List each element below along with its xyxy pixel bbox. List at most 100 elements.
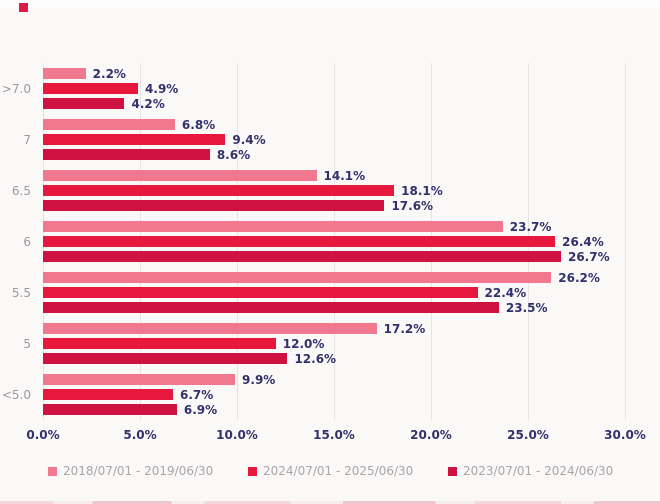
legend-swatch-icon [48, 466, 57, 476]
legend-item[interactable]: 2018/07/01 - 2019/06/30 [48, 464, 213, 478]
bar-group: 5 17.2% 12.0% 12.6% [23, 318, 625, 369]
legend-label: 2018/07/01 - 2019/06/30 [63, 464, 214, 478]
bar-value-label: 9.4% [232, 132, 266, 147]
bar-row: 6.9% [43, 402, 625, 417]
x-tick-label: 25.0% [507, 428, 549, 442]
bar-value-label: 14.1% [323, 168, 366, 183]
bar-row: 12.6% [43, 351, 625, 366]
bar-row: 26.4% [43, 234, 625, 249]
bar-series-3 [43, 404, 177, 415]
bar-value-label: 26.4% [562, 234, 604, 249]
bar-series-2 [43, 185, 395, 196]
bar-series-1 [43, 323, 377, 334]
x-axis: 0.0% 5.0% 10.0% 15.0% 20.0% 25.0% 30.0% [26, 428, 645, 444]
legend-item[interactable]: 2024/07/01 - 2025/06/30 [248, 464, 413, 478]
bar-series-3 [43, 302, 499, 313]
category-label: 6 [23, 234, 31, 249]
category-label: 5 [23, 336, 31, 351]
bar-row: 26.2% [43, 270, 625, 285]
bar-value-label: 4.2% [131, 96, 165, 111]
legend-label: 2024/07/01 - 2025/06/30 [263, 464, 414, 478]
bar-row: 9.4% [43, 132, 625, 147]
bar-series-1 [43, 374, 236, 385]
category-label: >7.0 [1, 81, 31, 96]
bar-row: 17.6% [43, 198, 625, 213]
bar-value-label: 18.1% [401, 183, 443, 198]
cropped-content-strip [0, 501, 660, 504]
bar-series-3 [43, 353, 288, 364]
bar-series-3 [43, 200, 385, 211]
legend-swatch-icon [248, 466, 257, 476]
bar-series-2 [43, 83, 139, 94]
bar-series-1 [43, 221, 503, 232]
bar-chart-plot-area: >7.0 2.2% 4.9% 4.2% 7 6.8% 9.4% 8.6% 6.5 14.1% 18.… [2, 63, 626, 420]
bar-value-label: 9.9% [242, 372, 276, 387]
bar-row: 6.8% [43, 117, 625, 132]
bar-series-3 [43, 149, 210, 160]
bar-row: 4.2% [43, 96, 625, 111]
bar-value-label: 2.2% [92, 66, 126, 81]
bar-value-label: 6.9% [183, 402, 218, 417]
bar-group: 6.5 14.1% 18.1% 17.6% [12, 165, 625, 216]
x-tick-label: 0.0% [26, 428, 60, 442]
brand-logo-square [19, 3, 28, 12]
legend-label: 2023/07/01 - 2024/06/30 [463, 464, 614, 478]
bar-series-2 [43, 338, 276, 349]
bar-value-label: 23.7% [509, 219, 552, 234]
category-label: <5.0 [1, 387, 31, 402]
bar-row: 4.9% [43, 81, 625, 96]
bar-series-3 [43, 98, 125, 109]
bar-value-label: 6.7% [179, 387, 214, 402]
bar-group: 6 23.7% 26.4% 26.7% [23, 216, 625, 267]
bar-value-label: 8.6% [216, 147, 251, 162]
bar-value-label: 17.2% [383, 321, 426, 336]
bar-row: 26.7% [43, 249, 625, 264]
bar-value-label: 6.8% [181, 117, 216, 132]
bar-value-label: 17.6% [391, 198, 434, 213]
bar-series-2 [43, 236, 556, 247]
bar-group: <5.0 9.9% 6.7% 6.9% [2, 369, 625, 420]
x-tick-label: 30.0% [604, 428, 646, 442]
bar-series-1 [43, 272, 552, 283]
category-label: 7 [23, 132, 31, 147]
bar-row: 8.6% [43, 147, 625, 162]
bar-row: 6.7% [43, 387, 625, 402]
bar-value-label: 26.2% [558, 270, 600, 285]
bar-group: >7.0 2.2% 4.9% 4.2% [2, 63, 625, 114]
x-tick-label: 15.0% [313, 428, 355, 442]
bar-value-label: 22.4% [484, 285, 527, 300]
bar-series-2 [43, 389, 173, 400]
bar-series-1 [43, 170, 317, 181]
bar-row: 9.9% [43, 372, 625, 387]
bar-series-3 [43, 251, 561, 262]
bar-value-label: 23.5% [505, 300, 548, 315]
bar-row: 2.2% [43, 66, 625, 81]
bar-series-1 [43, 119, 175, 130]
bar-series-2 [43, 287, 478, 298]
bar-group: 7 6.8% 9.4% 8.6% [23, 114, 625, 165]
bar-row: 23.7% [43, 219, 625, 234]
bar-row: 14.1% [43, 168, 625, 183]
bar-series-2 [43, 134, 226, 145]
x-tick-label: 10.0% [216, 428, 258, 442]
x-tick-label: 20.0% [410, 428, 452, 442]
bar-group: 5.5 26.2% 22.4% 23.5% [12, 267, 625, 318]
bar-value-label: 12.0% [282, 336, 325, 351]
bar-value-label: 12.6% [294, 351, 337, 366]
bar-row: 12.0% [43, 336, 625, 351]
chart-legend: 2018/07/01 - 2019/06/30 2024/07/01 - 2025… [0, 464, 660, 482]
category-label: 6.5 [11, 183, 31, 198]
x-tick-label: 5.0% [123, 428, 157, 442]
bar-row: 23.5% [43, 300, 625, 315]
bar-value-label: 4.9% [145, 81, 179, 96]
bar-row: 17.2% [43, 321, 625, 336]
legend-swatch-icon [448, 466, 457, 476]
bar-value-label: 26.7% [567, 249, 610, 264]
category-label: 5.5 [11, 285, 31, 300]
legend-item[interactable]: 2023/07/01 - 2024/06/30 [448, 464, 613, 478]
top-band [0, 0, 660, 8]
bar-row: 22.4% [43, 285, 625, 300]
bar-series-1 [43, 68, 86, 79]
gridline [625, 63, 626, 420]
bar-row: 18.1% [43, 183, 625, 198]
